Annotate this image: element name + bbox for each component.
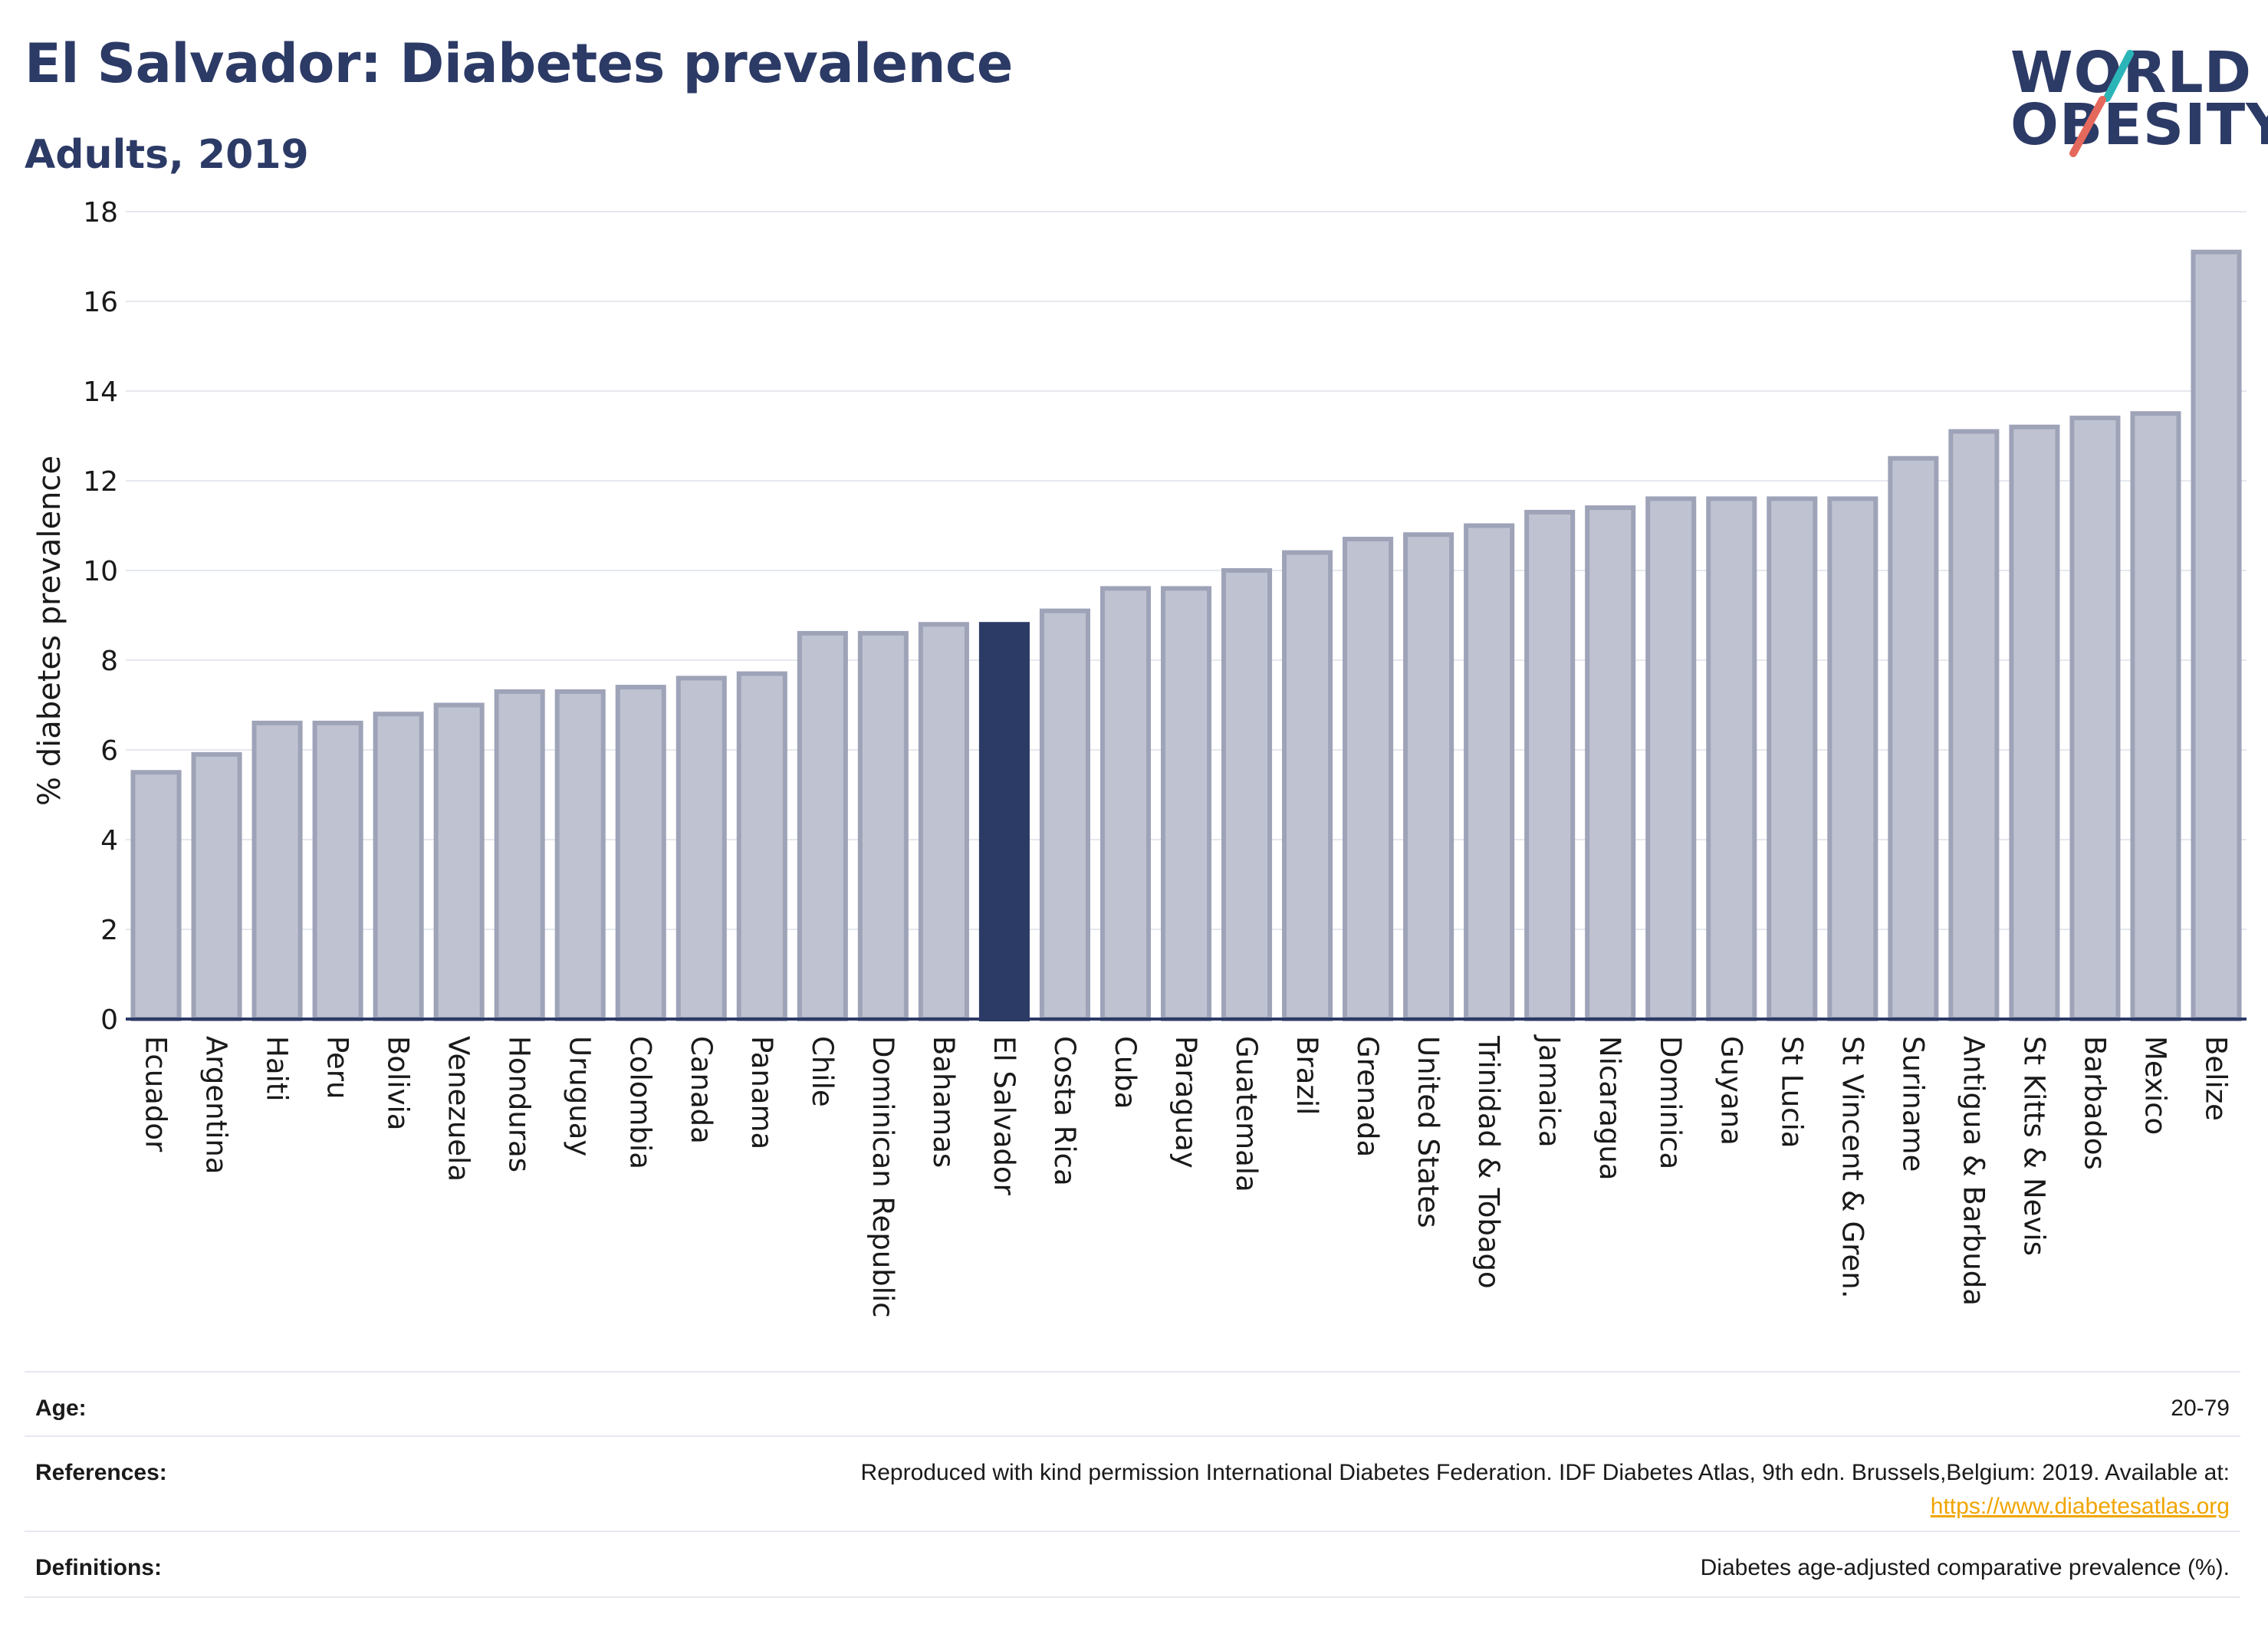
x-tick-label: Costa Rica bbox=[1048, 1036, 1081, 1186]
bar bbox=[2191, 249, 2242, 1021]
bar bbox=[130, 770, 182, 1021]
x-tick-label: Panama bbox=[745, 1036, 778, 1149]
x-tick-label: Honduras bbox=[503, 1036, 536, 1172]
bar bbox=[373, 712, 424, 1021]
bar bbox=[1099, 586, 1152, 1021]
age-value: 20-79 bbox=[2171, 1396, 2230, 1421]
bar bbox=[1464, 523, 1515, 1021]
bar bbox=[1948, 429, 2000, 1021]
bar bbox=[1888, 455, 1939, 1021]
bar bbox=[191, 751, 242, 1021]
x-tick-label: St Kitts & Nevis bbox=[2017, 1036, 2050, 1256]
bar bbox=[1524, 509, 1576, 1021]
bar bbox=[1039, 608, 1090, 1021]
x-tick-label: Suriname bbox=[1896, 1036, 1929, 1172]
page-title: El Salvador: Diabetes prevalence bbox=[25, 32, 1013, 95]
bar bbox=[1403, 532, 1454, 1021]
bar bbox=[2009, 424, 2060, 1021]
bar bbox=[736, 671, 787, 1021]
bar bbox=[1645, 496, 1697, 1021]
bar bbox=[1160, 586, 1212, 1021]
x-tick-label: Barbados bbox=[2078, 1036, 2111, 1170]
logo-line-2: OBESITY bbox=[2010, 92, 2268, 158]
x-tick-label: Haiti bbox=[261, 1036, 294, 1102]
x-tick-label: Colombia bbox=[624, 1036, 657, 1169]
x-tick-label: Paraguay bbox=[1169, 1036, 1202, 1169]
page-subtitle: Adults, 2019 bbox=[25, 132, 309, 178]
x-tick-label: Bahamas bbox=[927, 1036, 960, 1168]
x-tick-label: United States bbox=[1412, 1036, 1445, 1228]
y-tick-label: 12 bbox=[83, 466, 118, 498]
bar-chart: 0 2 4 6 8 10 12 14 16 18 % diabetes prevalence Ecua… bbox=[32, 197, 2247, 1318]
bar bbox=[554, 689, 606, 1021]
bar bbox=[1706, 496, 1757, 1021]
bar bbox=[615, 685, 666, 1021]
definitions-row: Definitions: Diabetes age-adjusted compa… bbox=[25, 1530, 2240, 1598]
x-tick-label: Cuba bbox=[1109, 1036, 1142, 1109]
bar bbox=[2069, 416, 2121, 1022]
references-label: References: bbox=[35, 1460, 167, 1485]
x-tick-label: Jamaica bbox=[1533, 1034, 1566, 1148]
x-tick-label: St Lucia bbox=[1775, 1036, 1808, 1148]
bar bbox=[1767, 496, 1818, 1021]
x-tick-label: Bolivia bbox=[382, 1036, 415, 1130]
bar bbox=[494, 689, 545, 1021]
world-obesity-logo: WORLD OBESITY bbox=[1994, 31, 2268, 169]
x-tick-label: Guyana bbox=[1714, 1036, 1747, 1146]
definitions-label: Definitions: bbox=[35, 1555, 162, 1580]
references-text: Reproduced with kind permission Internat… bbox=[860, 1460, 2230, 1485]
y-axis-label: % diabetes prevalence bbox=[32, 455, 67, 806]
x-tick-label: Belize bbox=[2199, 1036, 2232, 1121]
bar bbox=[675, 676, 727, 1022]
bar bbox=[1343, 537, 1394, 1021]
bar bbox=[797, 630, 848, 1022]
y-tick-label: 0 bbox=[100, 1004, 118, 1036]
x-tick-label: Peru bbox=[321, 1036, 354, 1099]
y-tick-label: 16 bbox=[83, 287, 118, 318]
x-tick-label: Dominica bbox=[1654, 1036, 1687, 1169]
x-tick-label: Canada bbox=[685, 1036, 718, 1144]
x-tick-label: St Vincent & Gren. bbox=[1836, 1036, 1869, 1298]
bar-highlighted bbox=[978, 622, 1030, 1021]
y-tick-label: 2 bbox=[100, 915, 118, 946]
x-tick-label: Brazil bbox=[1290, 1036, 1323, 1115]
y-tick-label: 4 bbox=[100, 825, 118, 856]
bar bbox=[312, 720, 363, 1022]
x-tick-label: Antigua & Barbuda bbox=[1957, 1036, 1990, 1306]
x-tick-label: Dominican Republic bbox=[866, 1036, 899, 1318]
table-bottom-rule bbox=[25, 1596, 2240, 1598]
x-tick-label: Chile bbox=[806, 1036, 839, 1107]
x-tick-label: Guatemala bbox=[1230, 1036, 1263, 1192]
y-tick-label: 14 bbox=[83, 376, 118, 408]
y-tick-label: 8 bbox=[100, 646, 118, 677]
x-tick-label: Trinidad & Tobago bbox=[1472, 1035, 1505, 1289]
age-row: Age: 20-79 bbox=[25, 1371, 2240, 1437]
x-tick-label: Argentina bbox=[200, 1036, 233, 1174]
logo-slash-icon bbox=[2069, 50, 2134, 157]
y-tick-label: 18 bbox=[83, 197, 118, 228]
x-tick-label: Venezuela bbox=[442, 1036, 475, 1182]
bar bbox=[1827, 496, 1878, 1021]
bar bbox=[918, 622, 969, 1021]
y-tick-label: 6 bbox=[100, 735, 118, 767]
x-tick-label: El Salvador bbox=[988, 1036, 1021, 1196]
references-row: References: Reproduced with kind permiss… bbox=[25, 1435, 2240, 1532]
bar bbox=[857, 630, 909, 1022]
bar bbox=[1282, 550, 1333, 1022]
bar bbox=[1585, 505, 1636, 1022]
bar bbox=[433, 702, 485, 1021]
references-link[interactable]: https://www.diabetesatlas.org bbox=[1930, 1494, 2230, 1519]
age-label: Age: bbox=[35, 1396, 87, 1421]
y-tick-label: 10 bbox=[83, 556, 118, 587]
bar bbox=[1221, 568, 1273, 1021]
x-tick-label: Nicaragua bbox=[1593, 1036, 1626, 1180]
bar bbox=[251, 720, 303, 1022]
x-tick-label: Mexico bbox=[2138, 1036, 2171, 1135]
x-tick-label: Grenada bbox=[1351, 1036, 1384, 1157]
definitions-value: Diabetes age-adjusted comparative preval… bbox=[1700, 1555, 2230, 1580]
bar bbox=[2130, 411, 2181, 1021]
x-tick-label: Uruguay bbox=[564, 1036, 597, 1156]
x-tick-label: Ecuador bbox=[140, 1036, 173, 1152]
